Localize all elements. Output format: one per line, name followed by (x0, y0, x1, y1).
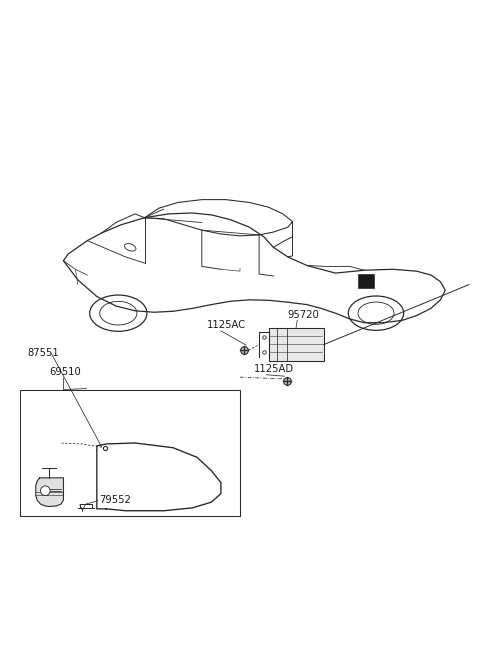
Text: 1125AD: 1125AD (254, 364, 294, 375)
Polygon shape (36, 478, 63, 506)
Circle shape (40, 486, 50, 495)
FancyBboxPatch shape (358, 274, 373, 288)
Text: 87551: 87551 (28, 348, 60, 358)
Text: 79552: 79552 (99, 495, 131, 505)
Text: 69510: 69510 (49, 367, 81, 377)
Bar (269, 328, 324, 361)
Text: 1125AC: 1125AC (206, 320, 246, 331)
Text: 95720: 95720 (288, 310, 320, 320)
